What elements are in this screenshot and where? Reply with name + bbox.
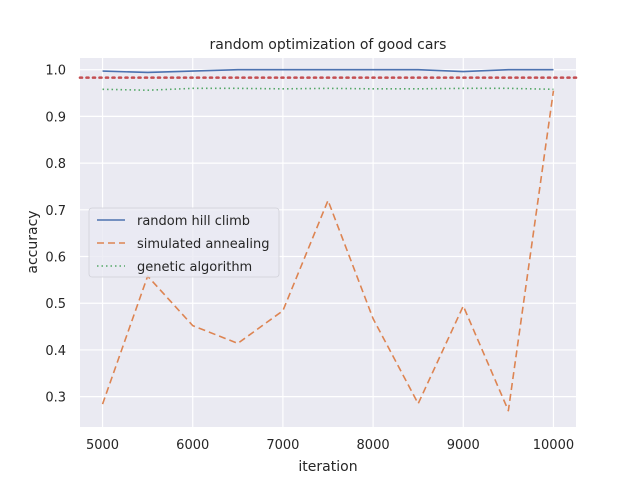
series-line-simulated-annealing: [101, 90, 555, 412]
grid: [80, 58, 576, 427]
legend-label: genetic algorithm: [137, 260, 252, 275]
legend-label: random hill climb: [137, 214, 250, 229]
legend-label: simulated annealing: [137, 237, 269, 252]
legend-box: [88, 207, 280, 278]
x-axis-ticks: 5000 6000 7000 8000 9000 10000: [86, 438, 574, 453]
y-tick-label: 0.7: [45, 204, 66, 219]
legend: random hill climb simulated annealing gene…: [88, 207, 280, 278]
chart-title: random optimization of good cars: [210, 37, 447, 53]
y-axis-label: accuracy: [25, 210, 41, 273]
series-line-genetic-algorithm: [102, 87, 554, 92]
series-line-random-hill-climb: [102, 68, 554, 74]
y-tick-label: 0.3: [45, 391, 66, 406]
y-tick-label: 0.8: [45, 157, 66, 172]
y-tick-label: 0.9: [45, 110, 66, 125]
y-axis-ticks: 0.3 0.4 0.5 0.6 0.7 0.8 0.9 1.0: [45, 64, 66, 406]
x-tick-label: 10000: [533, 438, 574, 453]
series-layer: [101, 68, 555, 412]
x-tick-label: 7000: [266, 438, 299, 453]
y-tick-label: 1.0: [45, 64, 66, 79]
y-tick-label: 0.4: [45, 344, 66, 359]
y-tick-label: 0.5: [45, 297, 66, 312]
x-tick-label: 5000: [86, 438, 119, 453]
x-tick-label: 8000: [357, 438, 390, 453]
x-tick-label: 6000: [176, 438, 209, 453]
x-tick-label: 9000: [447, 438, 480, 453]
y-tick-label: 0.6: [45, 251, 66, 266]
x-axis-label: iteration: [298, 459, 357, 475]
